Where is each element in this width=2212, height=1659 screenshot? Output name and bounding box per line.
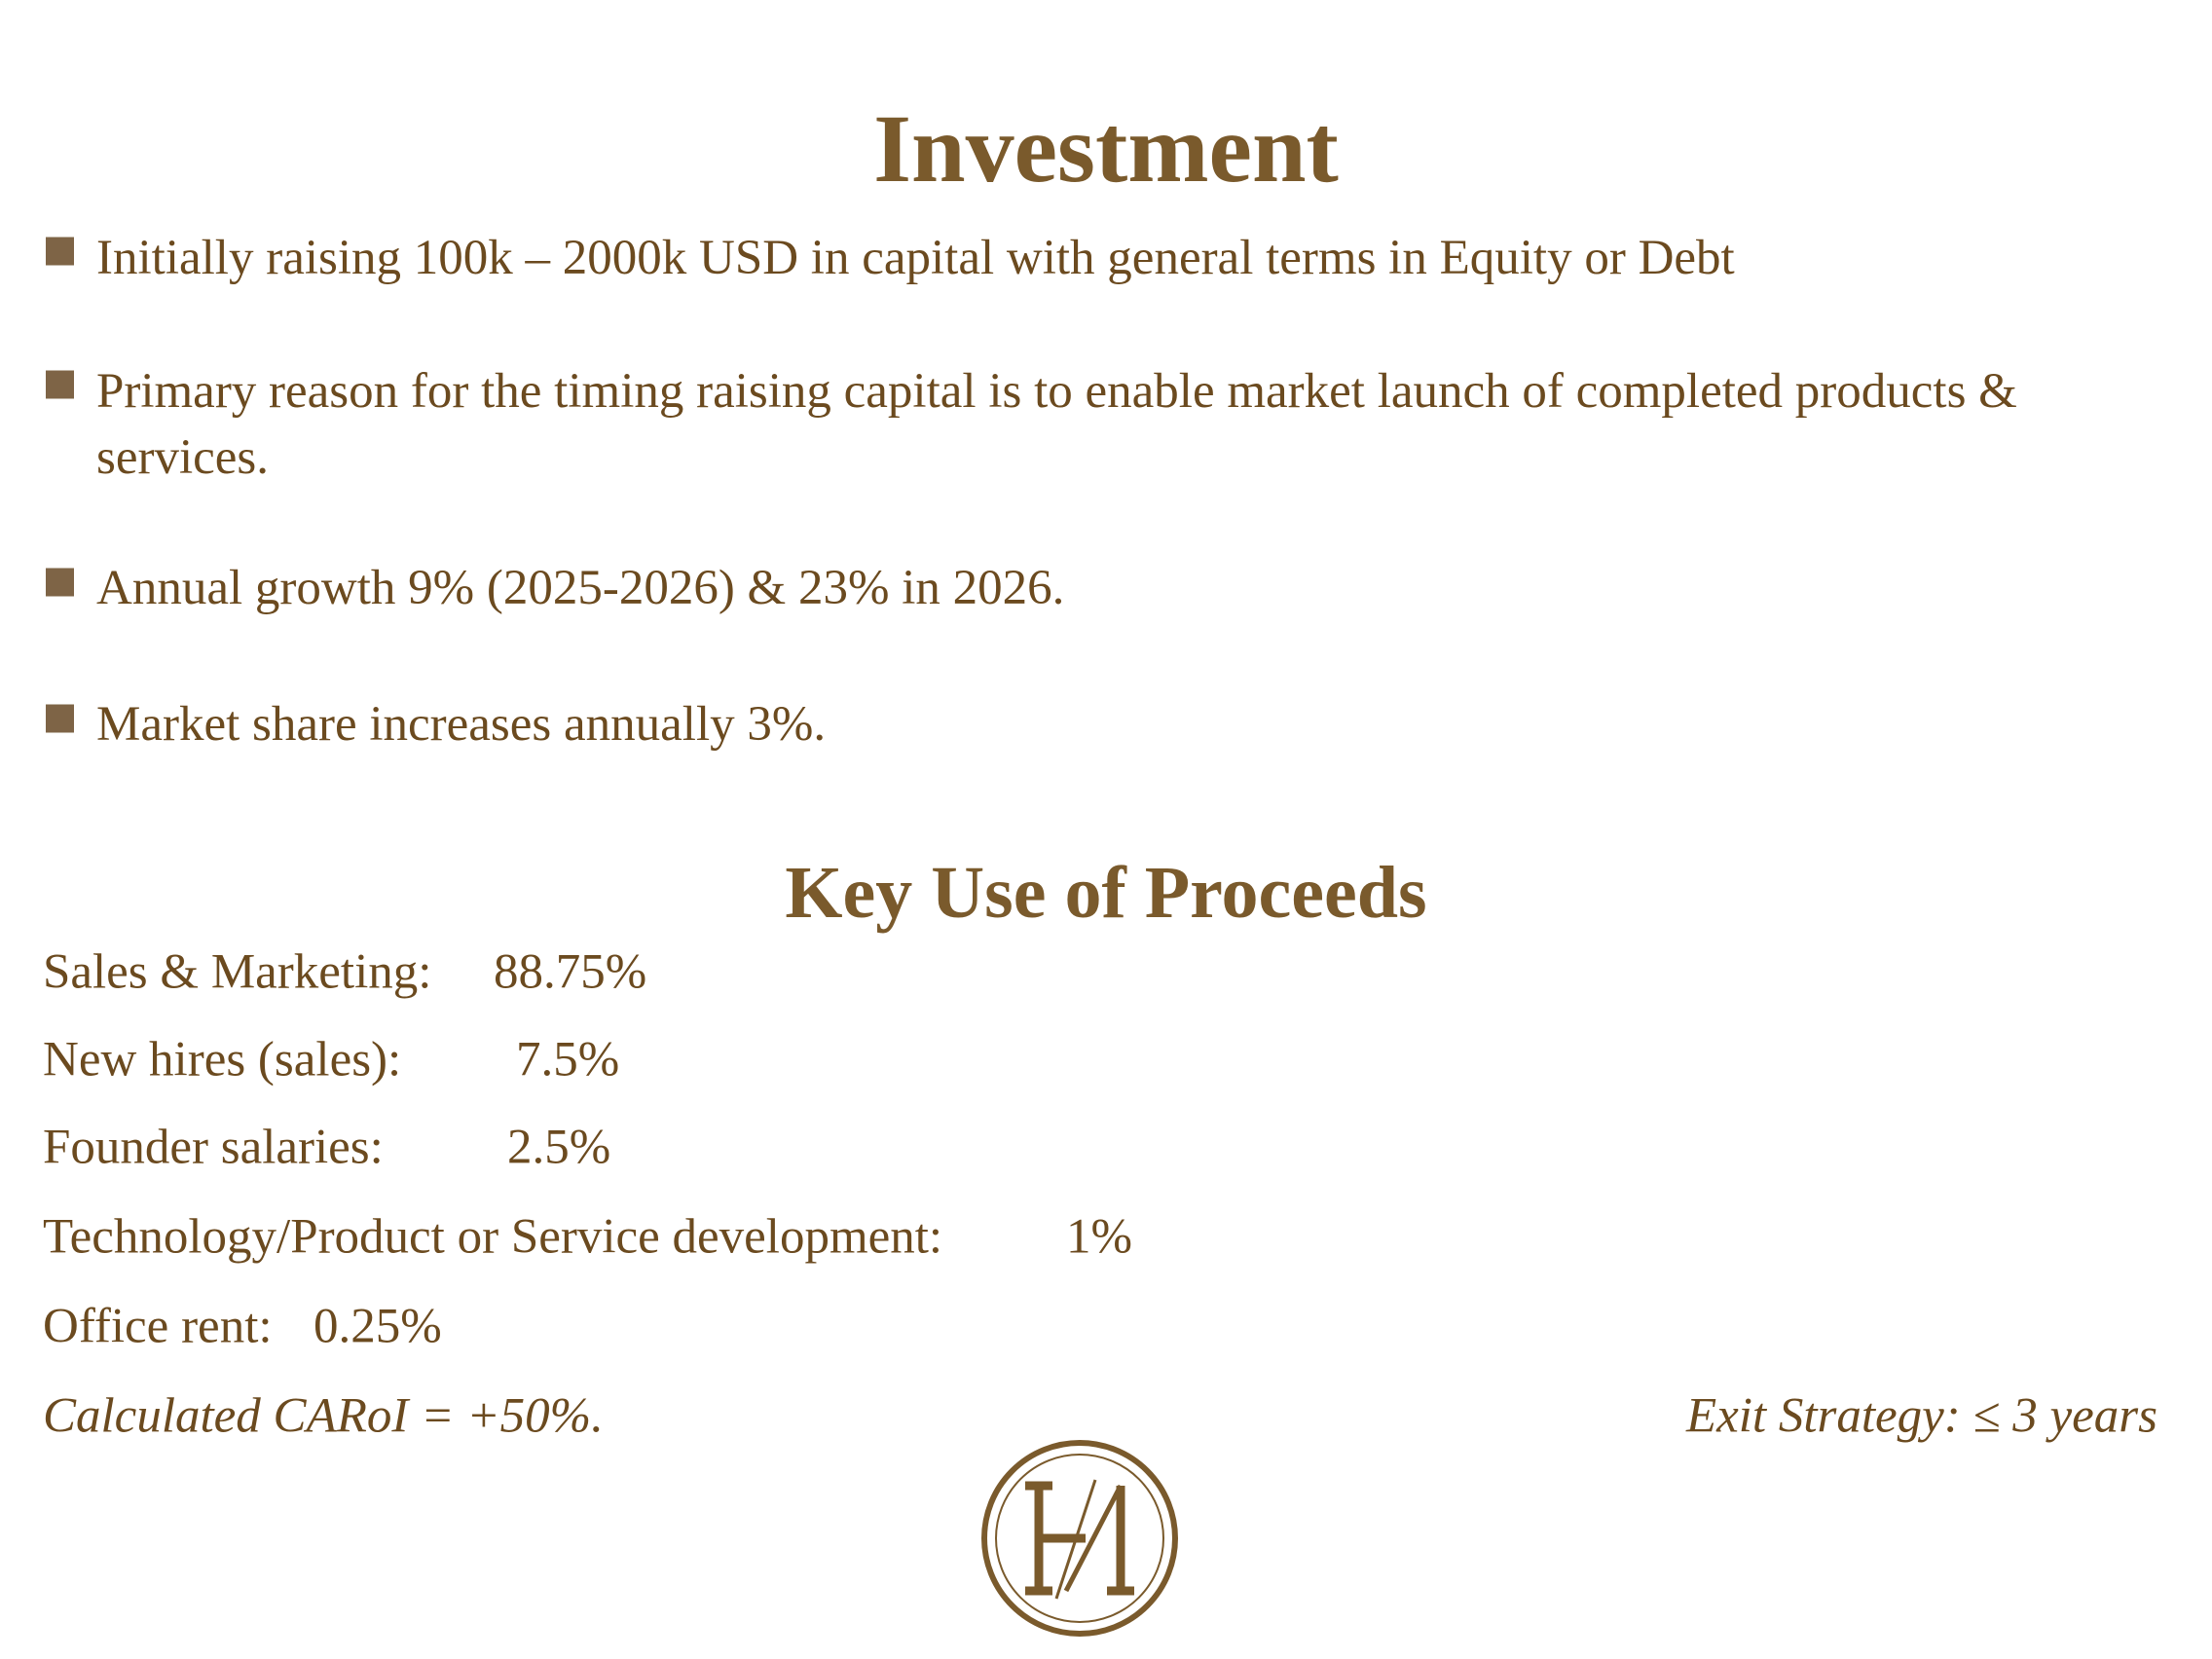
bullet-icon (46, 568, 74, 597)
item-value: 2.5% (507, 1120, 611, 1175)
item-label: Sales & Marketing: (43, 944, 432, 1000)
slide-title: Investment (873, 94, 1339, 203)
bullet-icon (46, 370, 74, 399)
footer-right: Exit Strategy: ≤ 3 years (1685, 1388, 2157, 1444)
item-label: Founder salaries: (43, 1120, 384, 1175)
bullet-icon (46, 237, 74, 266)
item-label: New hires (sales): (43, 1032, 402, 1088)
item-value: 0.25% (313, 1299, 442, 1354)
bullet-text: Primary reason for the timing raising ca… (96, 364, 2017, 485)
bullet-icon (46, 704, 74, 733)
item-value: 88.75% (494, 944, 647, 1000)
logo (981, 1440, 1178, 1637)
item-value: 1% (1066, 1209, 1132, 1265)
bullet-text: Annual growth 9% (2025-2026) & 23% in 20… (96, 561, 1065, 615)
footer-left: Calculated CARoI = +50%. (43, 1388, 604, 1444)
bullet-text: Market share increases annually 3%. (96, 697, 827, 752)
item-value: 7.5% (516, 1032, 620, 1088)
section-title: Key Use of Proceeds (785, 852, 1427, 934)
bullet-text: Initially raising 100k – 2000k USD in ca… (96, 231, 1735, 285)
item-label: Office rent: (43, 1299, 273, 1354)
item-label: Technology/Product or Service developmen… (43, 1209, 943, 1265)
